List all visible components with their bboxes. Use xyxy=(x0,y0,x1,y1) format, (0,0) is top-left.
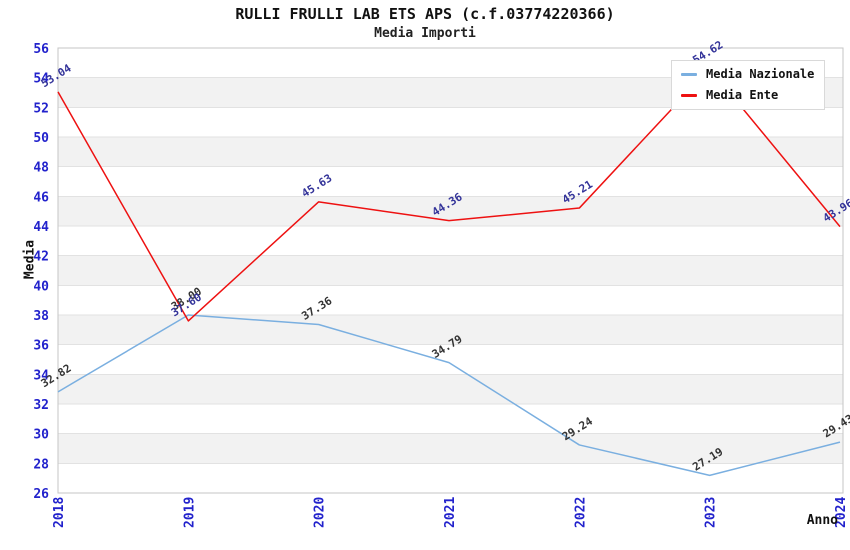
y-tick-label: 48 xyxy=(33,161,49,176)
legend-item-media-nazionale: Media Nazionale xyxy=(681,67,814,81)
plot-band xyxy=(58,374,843,404)
plot-band xyxy=(58,226,843,256)
plot-band xyxy=(58,285,843,315)
y-tick-label: 52 xyxy=(33,101,49,116)
x-tick-label: 2023 xyxy=(704,497,719,528)
plot-band xyxy=(58,107,843,137)
x-tick-label: 2022 xyxy=(573,497,588,528)
legend-item-media-ente: Media Ente xyxy=(681,88,814,102)
x-tick-label: 2021 xyxy=(443,497,458,528)
y-tick-label: 56 xyxy=(33,42,49,57)
plot-band xyxy=(58,463,843,493)
legend-label: Media Ente xyxy=(706,88,779,102)
x-tick-label: 2019 xyxy=(182,497,197,528)
y-tick-label: 42 xyxy=(33,250,49,265)
plot-band xyxy=(58,433,843,464)
legend: Media Nazionale Media Ente xyxy=(671,60,826,110)
chart-subtitle: Media Importi xyxy=(374,26,476,41)
y-tick-label: 54 xyxy=(33,72,49,87)
line-marker-icon xyxy=(681,93,697,97)
plot-band xyxy=(58,137,843,167)
chart-title: RULLI FRULLI LAB ETS APS (c.f.0377422036… xyxy=(235,5,615,23)
x-axis-title: Anno xyxy=(806,513,838,528)
y-axis-title: Media xyxy=(22,239,38,280)
legend-label: Media Nazionale xyxy=(706,67,815,81)
series-line-media-nazionale xyxy=(57,314,841,477)
plot-band xyxy=(58,166,843,197)
y-tick-label: 28 xyxy=(33,457,49,472)
plot-band xyxy=(58,404,843,434)
plot-border xyxy=(57,47,844,494)
plot-band xyxy=(58,344,843,375)
y-tick-label: 36 xyxy=(33,339,49,354)
x-tick-label: 2018 xyxy=(52,497,67,528)
y-tick-label: 34 xyxy=(33,368,49,383)
y-tick-label: 46 xyxy=(33,190,49,205)
y-tick-label: 26 xyxy=(33,487,49,502)
plot-band xyxy=(58,255,843,286)
y-tick-label: 32 xyxy=(33,398,49,413)
y-tick-label: 30 xyxy=(33,428,49,443)
x-tick-label: 2020 xyxy=(313,497,328,528)
x-tick-label: 2024 xyxy=(834,497,849,528)
line-marker-icon xyxy=(681,72,697,76)
y-tick-label: 50 xyxy=(33,131,49,146)
y-tick-label: 40 xyxy=(33,279,49,294)
y-tick-label: 44 xyxy=(33,220,49,235)
y-tick-label: 38 xyxy=(33,309,49,324)
